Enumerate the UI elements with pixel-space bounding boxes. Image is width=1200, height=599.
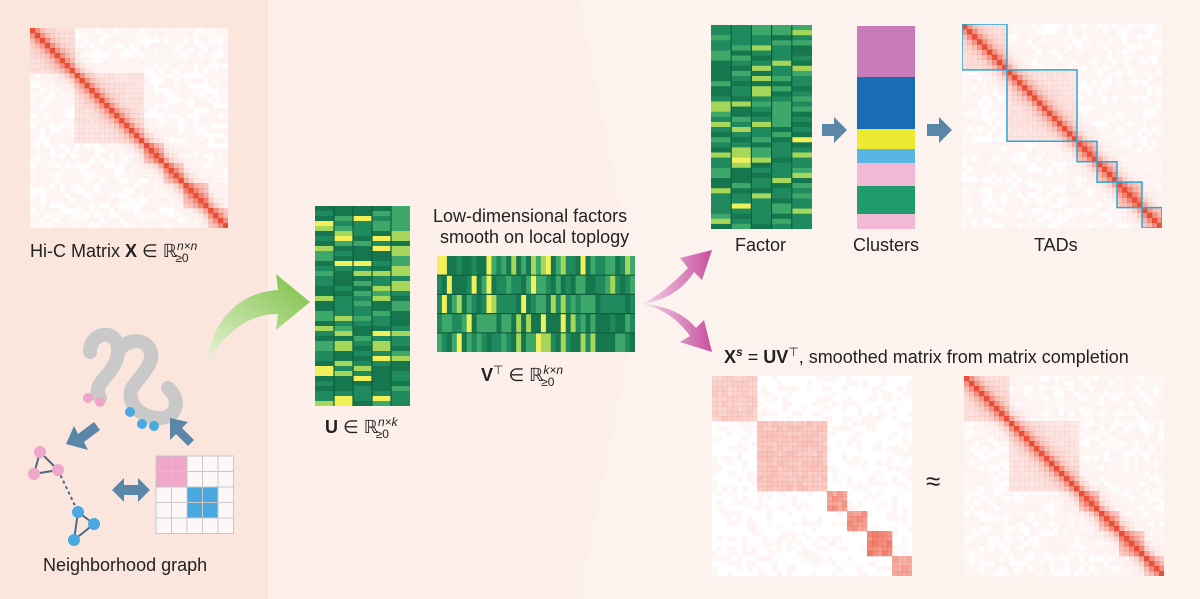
factor-label: Factor: [735, 235, 787, 255]
xs-uv: UV: [763, 347, 789, 367]
u-sup: n×k: [377, 415, 398, 429]
clusters-bar: [857, 26, 915, 229]
u-symbol: U: [325, 417, 338, 437]
adjacency-grid-icon: [155, 455, 234, 534]
u-sub: ≥0: [375, 426, 389, 441]
xs-sup: s: [736, 345, 743, 359]
double-arrow-icon: [112, 478, 150, 502]
hic-sup: n×n: [176, 239, 198, 253]
cluster-segment: [857, 186, 915, 214]
v-transpose: ⊤: [493, 363, 504, 377]
green-arrow-icon: [208, 274, 310, 360]
cluster-segment: [857, 214, 915, 229]
xs-rest: , smoothed matrix from matrix completion: [798, 347, 1129, 367]
graph-node-icon: [28, 446, 100, 546]
approx-symbol: ≈: [926, 466, 941, 496]
factors-caption-line2: smooth on local toplogy: [440, 227, 630, 247]
neighborhood-graph-label: Neighborhood graph: [43, 555, 208, 575]
hic-symbol: X: [125, 241, 138, 261]
v-set: ∈ ℝ: [508, 365, 544, 385]
hic-label-text: Hi-C Matrix: [30, 241, 120, 261]
clusters-to-tads-arrow-icon: [927, 117, 952, 143]
smoothed-matrix-heatmap: [712, 376, 912, 576]
v-symbol: V: [481, 365, 494, 385]
v-sub: ≥0: [541, 374, 555, 389]
smoothed-matrix-caption: Xs = UV⊤, smoothed matrix from matrix co…: [724, 346, 1129, 366]
double-arrow-icon: [170, 418, 194, 446]
cluster-segment: [857, 149, 915, 163]
double-arrow-icon: [66, 422, 100, 450]
factor-matrix: [711, 25, 812, 229]
factors-caption-line1: Low-dimensional factors: [433, 206, 628, 226]
hic-set: ∈ ℝ: [142, 241, 177, 261]
xs-transpose: ⊤: [788, 345, 799, 359]
u-set: ∈ ℝ: [343, 417, 378, 437]
lower-magenta-arrow-icon: [642, 304, 712, 352]
u-matrix-label: U ∈ ℝn×k≥0: [325, 416, 398, 441]
v-sup: k×n: [543, 363, 564, 377]
neighborhood-illustration: [28, 327, 234, 546]
clusters-label: Clusters: [853, 235, 920, 255]
upper-magenta-arrow-icon: [642, 250, 712, 304]
tads-heatmap: [962, 24, 1162, 228]
pipeline-arrows: [822, 117, 952, 143]
v-matrix-label: V⊤ ∈ ℝk×n≥0: [481, 363, 563, 389]
factor-to-clusters-arrow-icon: [822, 117, 847, 143]
hic-sub: ≥0: [175, 250, 189, 265]
xs-eq: =: [742, 347, 764, 367]
v-factor-matrix: [437, 256, 635, 352]
chromatin-strand-icon: [83, 327, 183, 426]
hic-matrix-heatmap: [30, 28, 228, 228]
xs-symbol: X: [724, 347, 737, 367]
cluster-segment: [857, 77, 915, 129]
original-hic-heatmap: [964, 376, 1164, 576]
cluster-segment: [857, 26, 915, 77]
tads-label: TADs: [1034, 235, 1078, 255]
hic-matrix-label: Hi-C Matrix X ∈ ℝn×n≥0: [30, 240, 197, 265]
cluster-segment: [857, 163, 915, 186]
u-factor-matrix: [315, 206, 410, 406]
cluster-segment: [857, 129, 915, 149]
